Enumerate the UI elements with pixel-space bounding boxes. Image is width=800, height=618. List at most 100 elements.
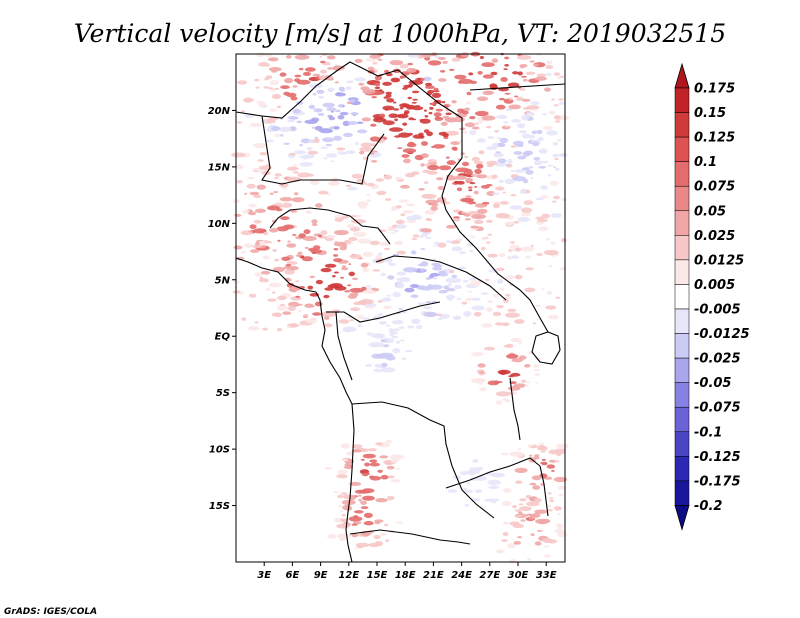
field-cell: [389, 60, 404, 66]
field-cell: [420, 228, 432, 233]
lake-malawi: [539, 465, 549, 517]
field-cell: [534, 509, 548, 514]
field-cell: [549, 180, 559, 186]
field-cell: [546, 464, 555, 469]
field-cell: [260, 120, 268, 123]
field-cell: [269, 228, 279, 233]
field-cell: [499, 137, 509, 143]
field-cell: [452, 315, 462, 320]
colorbar-swatch: [674, 235, 690, 261]
field-cell: [532, 322, 536, 325]
field-cell: [265, 139, 275, 143]
colorbar-level-label: 0.175: [694, 82, 735, 97]
field-cell: [464, 503, 470, 507]
field-cell: [533, 364, 540, 368]
field-cell: [557, 76, 561, 80]
field-cell: [333, 248, 339, 251]
field-cell: [351, 533, 358, 538]
field-cell: [435, 116, 440, 119]
field-cell: [534, 373, 540, 376]
field-cell: [286, 92, 297, 98]
field-cell: [437, 242, 447, 248]
field-cell: [467, 244, 471, 248]
field-cell: [540, 185, 548, 190]
field-cell: [299, 162, 313, 167]
lon-tick-label: 33E: [536, 570, 557, 581]
colorbar-level-label: -0.05: [694, 376, 731, 391]
field-cell: [376, 190, 387, 196]
border-east: [519, 289, 549, 333]
field-cell: [336, 147, 346, 151]
field-cell: [548, 459, 557, 463]
field-cell: [299, 143, 303, 147]
field-cell: [354, 77, 366, 82]
field-cell: [425, 82, 432, 87]
border-sahel: [261, 115, 385, 185]
lon-tick-label: 24E: [451, 570, 472, 581]
field-cell: [395, 521, 403, 524]
field-cell: [422, 194, 429, 198]
field-cell: [445, 287, 456, 292]
field-cell: [362, 181, 367, 185]
field-cell: [517, 155, 527, 160]
field-cell: [297, 251, 303, 255]
field-cell: [493, 152, 504, 158]
field-cell: [258, 165, 272, 171]
field-cell: [355, 214, 362, 218]
field-cell: [467, 290, 473, 293]
field-cell: [285, 264, 292, 267]
field-cell: [535, 304, 541, 308]
field-cell: [343, 494, 351, 500]
field-cell: [542, 113, 547, 116]
lon-tick-label: 3E: [257, 570, 271, 581]
border-car: [375, 255, 507, 301]
field-cell: [318, 234, 323, 238]
field-cell: [525, 267, 534, 271]
field-cell: [537, 218, 548, 223]
field-cell: [461, 301, 468, 305]
field-cell: [479, 387, 487, 392]
field-cell: [492, 311, 502, 317]
field-cell: [374, 521, 381, 525]
field-cell: [471, 156, 480, 162]
field-cell: [342, 327, 354, 333]
field-cell: [497, 279, 504, 284]
field-cell: [474, 185, 478, 188]
field-cell: [476, 174, 488, 179]
field-cell: [476, 466, 484, 471]
field-cell: [512, 176, 527, 182]
field-cell: [444, 117, 452, 122]
field-cell: [517, 71, 523, 76]
field-cell: [521, 133, 531, 139]
field-cell: [312, 223, 318, 227]
field-cell: [282, 311, 292, 315]
field-cell: [362, 88, 376, 95]
field-cell: [495, 400, 503, 405]
field-cell: [432, 258, 436, 261]
field-cell: [373, 333, 385, 339]
field-cell: [471, 498, 481, 502]
colorbar-level-label: 0.0125: [694, 253, 744, 268]
field-cell: [559, 101, 565, 106]
field-cell: [349, 254, 362, 259]
field-cell: [375, 178, 384, 182]
field-cell: [522, 151, 531, 157]
field-cell: [477, 363, 486, 368]
field-cell: [248, 211, 257, 216]
field-cell: [540, 461, 548, 465]
field-cell: [548, 264, 553, 268]
field-cell: [320, 60, 326, 64]
field-cell: [425, 199, 439, 205]
field-cell: [400, 213, 406, 217]
field-cell: [509, 559, 517, 564]
field-cell: [401, 154, 410, 158]
field-cell: [475, 121, 483, 124]
field-cell: [555, 523, 563, 527]
field-cell: [377, 58, 383, 61]
field-cell: [281, 256, 291, 261]
field-cell: [286, 55, 292, 59]
field-cell: [557, 513, 562, 516]
field-cell: [483, 346, 495, 351]
field-cell: [525, 381, 531, 384]
field-cell: [362, 317, 370, 321]
